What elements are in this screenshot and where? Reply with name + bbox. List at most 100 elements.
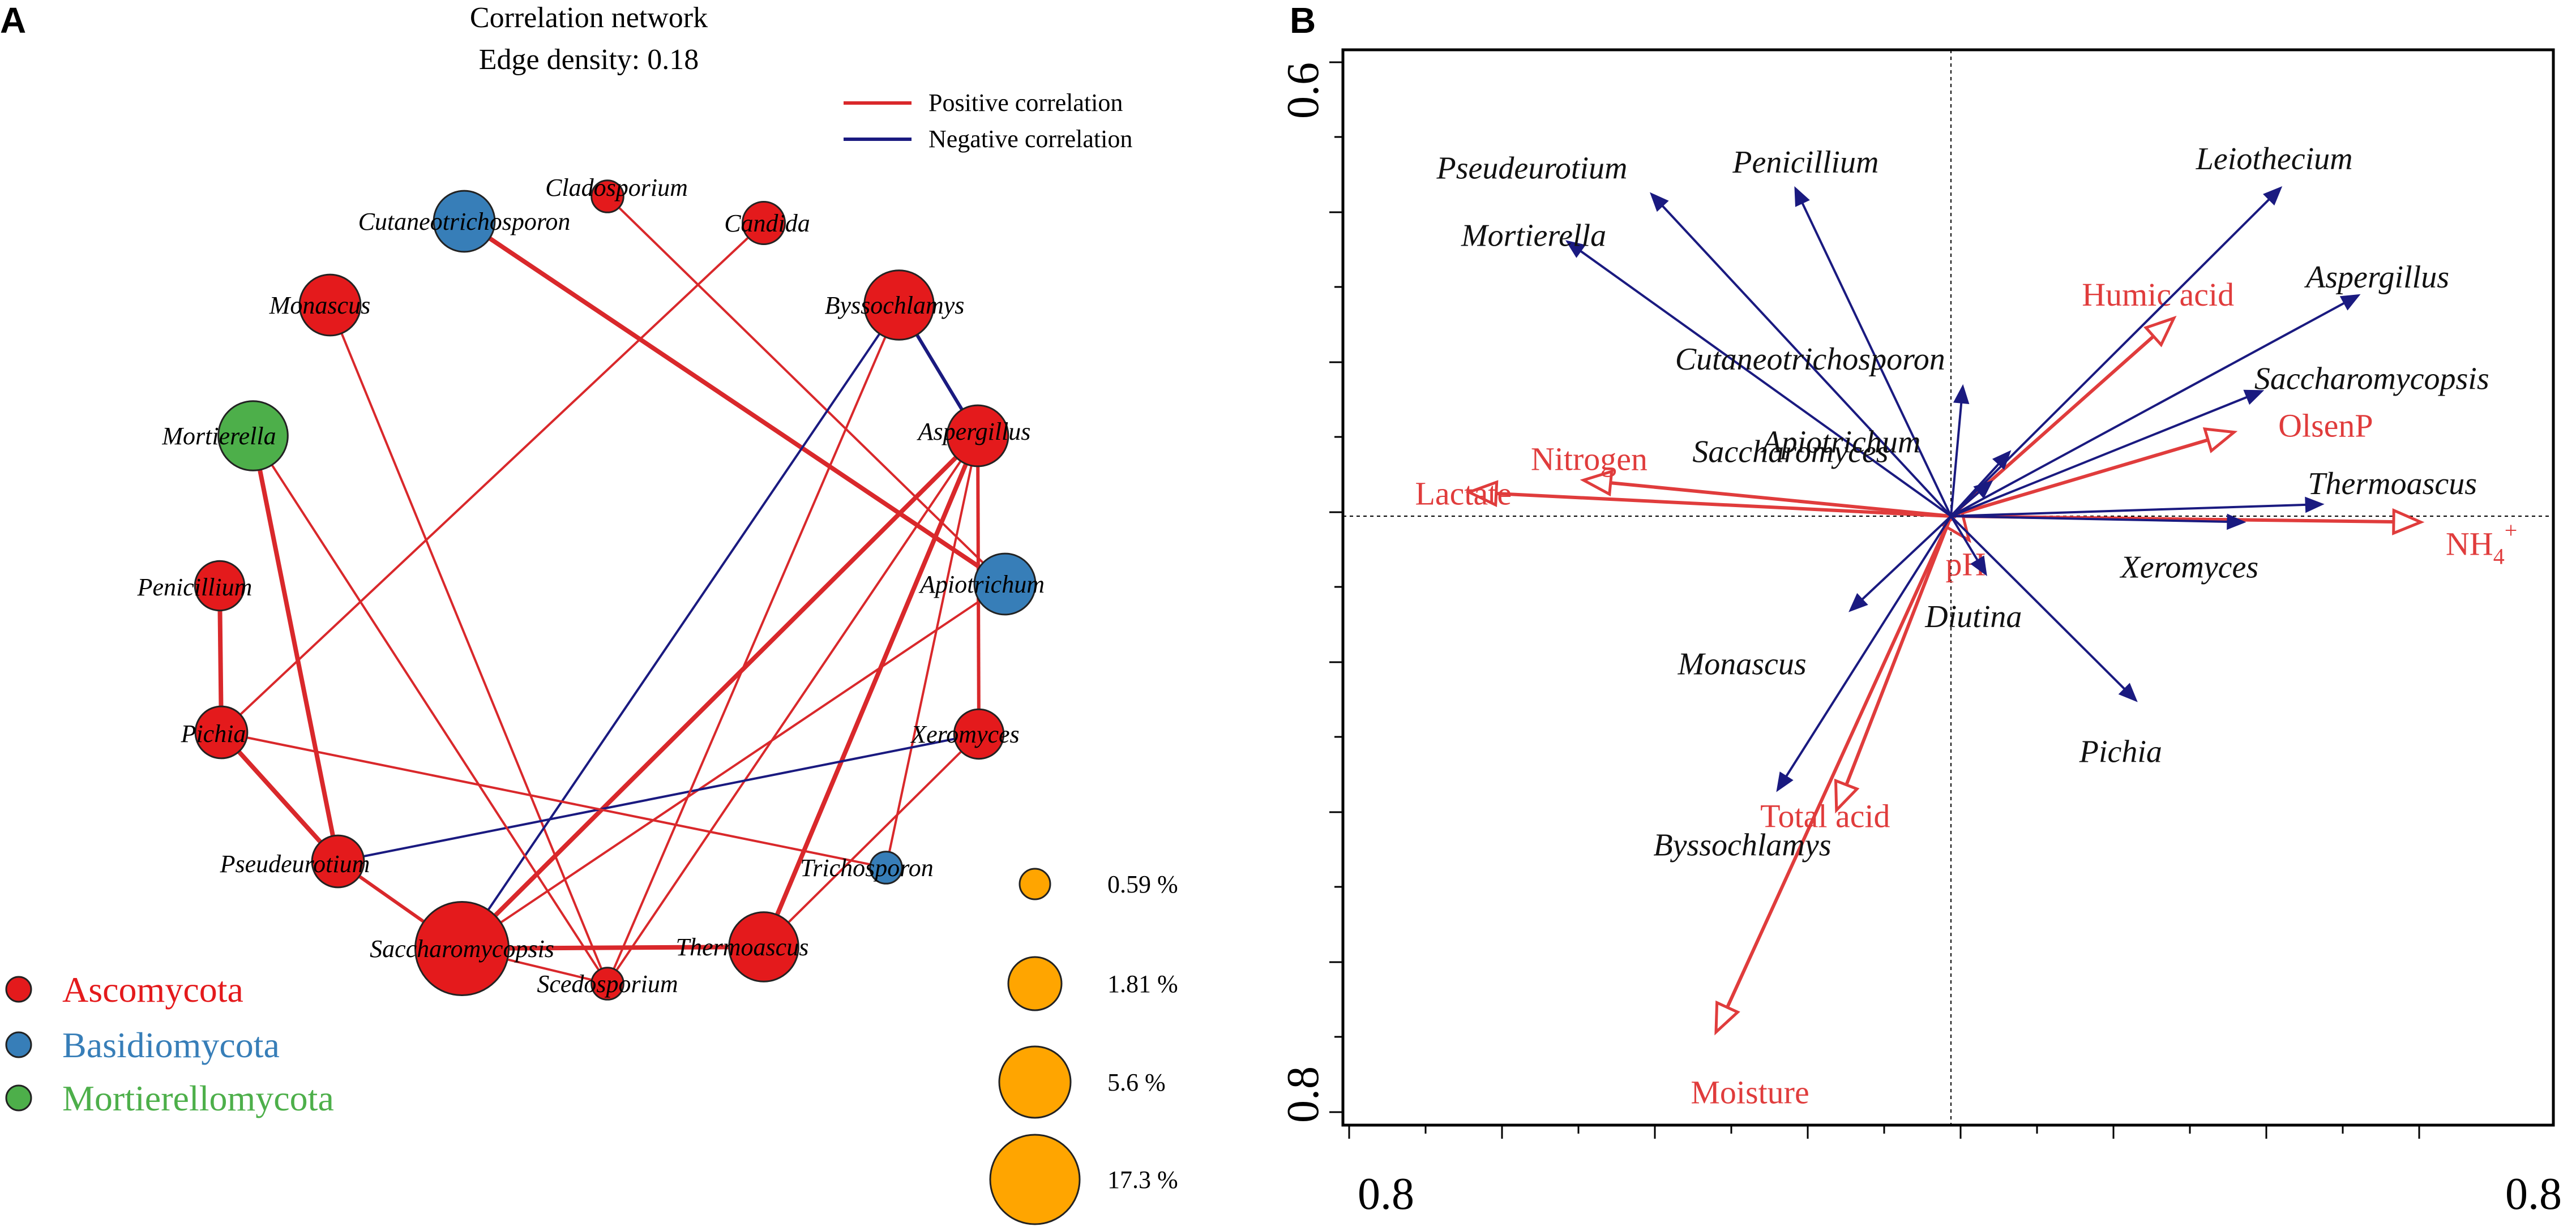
edge-xeromyces-pseudeurotium xyxy=(337,733,979,863)
species-vector-cutaneotrichosporon-label: Cutaneotrichosporon xyxy=(1675,342,1945,377)
y-tick-label-bottom: 0.8 xyxy=(1278,1066,1328,1123)
species-vector-pseudeurotium-label: Pseudeurotium xyxy=(1436,151,1628,186)
node-label-scedosporium: Scedosporium xyxy=(537,970,678,998)
node-apiotrichum xyxy=(973,552,1037,616)
species-vector-aspergillus-shaft xyxy=(1950,298,2351,517)
env-vector-moisture-head xyxy=(1714,1000,1740,1036)
node-label-apiotrichum: Apiotrichum xyxy=(918,570,1045,598)
env-vector-moisture xyxy=(1714,515,1953,1036)
species-vector-mortierella-shaft xyxy=(1574,246,1952,517)
env-vector-nh4-label-sub: 4 xyxy=(2493,544,2505,569)
species-vector-monascus xyxy=(1848,515,1952,612)
species-vector-diutina-shaft xyxy=(1950,515,1983,567)
phylum-label-mortierellomycota: Mortierellomycota xyxy=(62,1078,334,1118)
env-vector-nh4-label-sup: + xyxy=(2505,518,2518,543)
node-thermoascus xyxy=(728,911,799,983)
species-vector-monascus-shaft xyxy=(1856,515,1952,606)
x-tick-label-left: 0.8 xyxy=(1358,1169,1414,1219)
env-vector-olsenp xyxy=(1950,427,2238,518)
edge-aspergillus-thermoascus xyxy=(761,435,980,948)
edge-saccharomycopsis-thermoascus xyxy=(461,945,764,951)
env-vector-nitrogen-shaft xyxy=(1610,481,1952,518)
species-vector-apiotrichum-label: Apiotrichum xyxy=(1760,424,1920,460)
species-vector-thermoascus-label: Thermoascus xyxy=(2308,466,2477,501)
node-monascus xyxy=(298,273,362,337)
edge-pichia-pseudeurotium xyxy=(220,731,340,863)
species-vector-monascus-label: Monascus xyxy=(1678,647,1807,682)
env-vector-lactate-label: Lactate xyxy=(1415,475,1512,512)
env-vector-lactate-shaft xyxy=(1496,491,1952,518)
species-vector-penicillium xyxy=(1794,186,1952,517)
species-vector-xeromyces-head xyxy=(2227,513,2246,530)
node-mortierella xyxy=(217,400,289,471)
edge-cutaneotrichosporon-apiotrichum xyxy=(463,219,1007,586)
network-nodes: Cladosporium Candida Byssochlamys Aspergill… xyxy=(137,174,1045,1001)
species-vector-saccharomycopsis-head xyxy=(2243,389,2265,405)
size-legend-circle-3 xyxy=(998,1045,1072,1119)
species-vector-saccharomycopsis xyxy=(1950,389,2265,517)
species-vector-saccharomyces xyxy=(1950,480,1993,517)
species-vector-mortierella-label: Mortierella xyxy=(1461,218,1606,253)
node-label-cladosporium: Cladosporium xyxy=(545,174,688,201)
network-edges xyxy=(217,195,1007,985)
panel-a: A Correlation network Edge density: 0.18… xyxy=(0,0,1178,1225)
phylum-dot-ascomycota xyxy=(5,976,32,1003)
panel-letter-a: A xyxy=(0,0,26,41)
node-label-candida: Candida xyxy=(724,209,810,237)
plot-frame xyxy=(1341,48,2555,1127)
species-vector-thermoascus-head xyxy=(2305,496,2325,513)
species-vector-pichia-shaft xyxy=(1950,515,2130,695)
species-vector-mortierella-head xyxy=(1565,240,1586,258)
env-vector-humic-acid-head xyxy=(2143,315,2177,347)
node-cutaneotrichosporon xyxy=(433,190,496,253)
node-label-monascus: Monascus xyxy=(269,291,370,319)
species-vector-pichia xyxy=(1950,515,2138,702)
species-vector-mortierella xyxy=(1565,240,1952,517)
species-vector-apiotrichum-head xyxy=(1992,450,2012,470)
phylum-legend: Ascomycota Basidiomycota Mortierellomyco… xyxy=(5,969,334,1118)
species-vector-byssochlamys-label: Byssochlamys xyxy=(1653,828,1831,863)
x-tick-label-right: 0.8 xyxy=(2505,1169,2562,1219)
edge-apiotrichum-saccharomycopsis xyxy=(461,583,1006,950)
species-vector-xeromyces-label: Xeromyces xyxy=(2120,550,2259,585)
env-vector-olsenp-shaft xyxy=(1950,438,2209,518)
node-scedosporium xyxy=(590,967,624,1001)
edge-mortierella-scedosporium xyxy=(252,435,609,985)
species-vector-penicillium-head xyxy=(1794,186,1810,207)
edge-xeromyces-thermoascus xyxy=(763,733,980,948)
env-vector-lactate-head xyxy=(1465,480,1499,507)
species-vector-thermoascus-shaft xyxy=(1950,503,2313,517)
node-label-xeromyces: Xeromyces xyxy=(910,720,1019,748)
y-tick-label-top: 0.6 xyxy=(1278,62,1328,119)
env-vector-nitrogen-label: Nitrogen xyxy=(1531,440,1648,477)
node-label-thermoascus: Thermoascus xyxy=(676,933,809,961)
node-xeromyces xyxy=(953,708,1005,760)
node-saccharomycopsis xyxy=(414,901,510,996)
species-vector-diutina-label: Diutina xyxy=(1924,599,2022,634)
edge-candida-pichia xyxy=(220,222,765,733)
species-vector-pseudeurotium xyxy=(1650,192,1952,517)
node-label-pseudeurotium: Pseudeurotium xyxy=(220,850,370,878)
node-aspergillus xyxy=(946,404,1009,467)
edge-aspergillus-trichosporon xyxy=(885,435,979,868)
species-vector-diutina-head xyxy=(1970,555,1987,576)
node-trichosporon xyxy=(869,851,903,885)
env-vector-total-acid-shaft xyxy=(1845,515,1953,786)
node-label-aspergillus: Aspergillus xyxy=(917,418,1031,445)
edge-aspergillus-scedosporium xyxy=(606,435,979,985)
node-label-byssochlamys: Byssochlamys xyxy=(825,291,965,319)
species-vector-penicillium-label: Penicillium xyxy=(1732,145,1878,180)
env-vector-olsenp-head xyxy=(2202,427,2238,453)
species-vector-pichia-label: Pichia xyxy=(2079,735,2162,770)
species-vectors: Pseudeurotium Penicillium Mortierella Leiot… xyxy=(1436,141,2489,863)
size-legend-label-2: 1.81 % xyxy=(1107,970,1178,998)
species-vector-saccharomycopsis-label: Saccharomycopsis xyxy=(2254,361,2489,396)
phylum-dot-mortierellomycota xyxy=(5,1084,32,1112)
size-legend-label-3: 5.6 % xyxy=(1107,1069,1166,1096)
species-vector-monascus-head xyxy=(1848,593,1868,612)
species-vector-penicillium-shaft xyxy=(1798,196,1952,517)
node-label-saccharomycopsis: Saccharomycopsis xyxy=(370,935,554,963)
env-vector-humic-acid-label: Humic acid xyxy=(2082,276,2234,313)
species-vector-leiothecium-label: Leiothecium xyxy=(2196,141,2353,177)
